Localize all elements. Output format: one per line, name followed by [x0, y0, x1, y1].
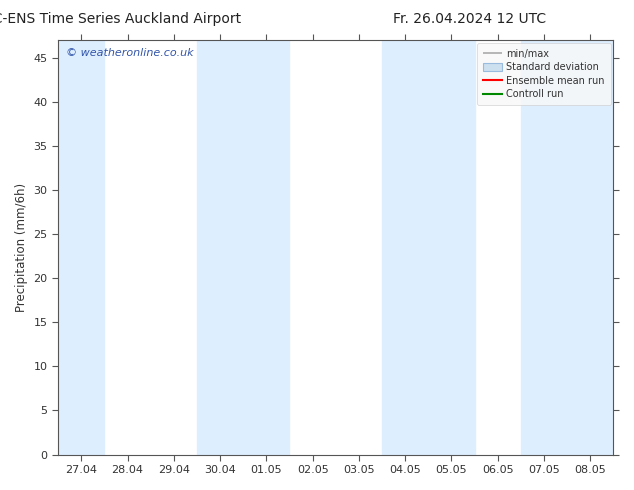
Text: CMC-ENS Time Series Auckland Airport: CMC-ENS Time Series Auckland Airport [0, 12, 241, 26]
Bar [382, 40, 475, 455]
Bar [197, 40, 290, 455]
Bar [521, 40, 614, 455]
Legend: min/max, Standard deviation, Ensemble mean run, Controll run: min/max, Standard deviation, Ensemble me… [477, 43, 611, 105]
Bar [58, 40, 105, 455]
Text: Fr. 26.04.2024 12 UTC: Fr. 26.04.2024 12 UTC [393, 12, 547, 26]
Y-axis label: Precipitation (mm/6h): Precipitation (mm/6h) [15, 183, 28, 312]
Text: © weatheronline.co.uk: © weatheronline.co.uk [67, 49, 194, 58]
